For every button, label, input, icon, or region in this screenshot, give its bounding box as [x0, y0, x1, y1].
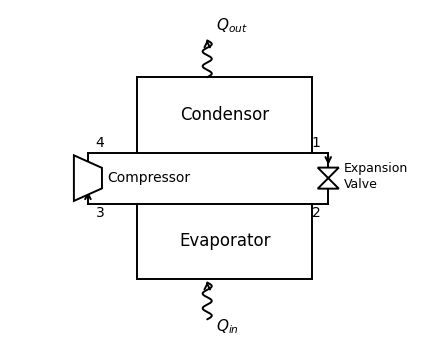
Bar — [137, 204, 313, 279]
Text: 1: 1 — [312, 136, 321, 150]
Text: 3: 3 — [95, 206, 104, 220]
Text: 4: 4 — [95, 136, 104, 150]
Polygon shape — [318, 168, 339, 178]
Text: Evaporator: Evaporator — [179, 232, 271, 250]
Text: $Q_{out}$: $Q_{out}$ — [216, 16, 248, 35]
Text: Condensor: Condensor — [180, 106, 269, 124]
Text: Compressor: Compressor — [107, 171, 190, 185]
Text: $Q_{in}$: $Q_{in}$ — [216, 318, 239, 336]
Polygon shape — [74, 155, 102, 201]
Polygon shape — [318, 178, 339, 189]
Bar — [137, 77, 313, 153]
Text: 2: 2 — [312, 206, 321, 220]
Text: Expansion
Valve: Expansion Valve — [344, 162, 408, 191]
